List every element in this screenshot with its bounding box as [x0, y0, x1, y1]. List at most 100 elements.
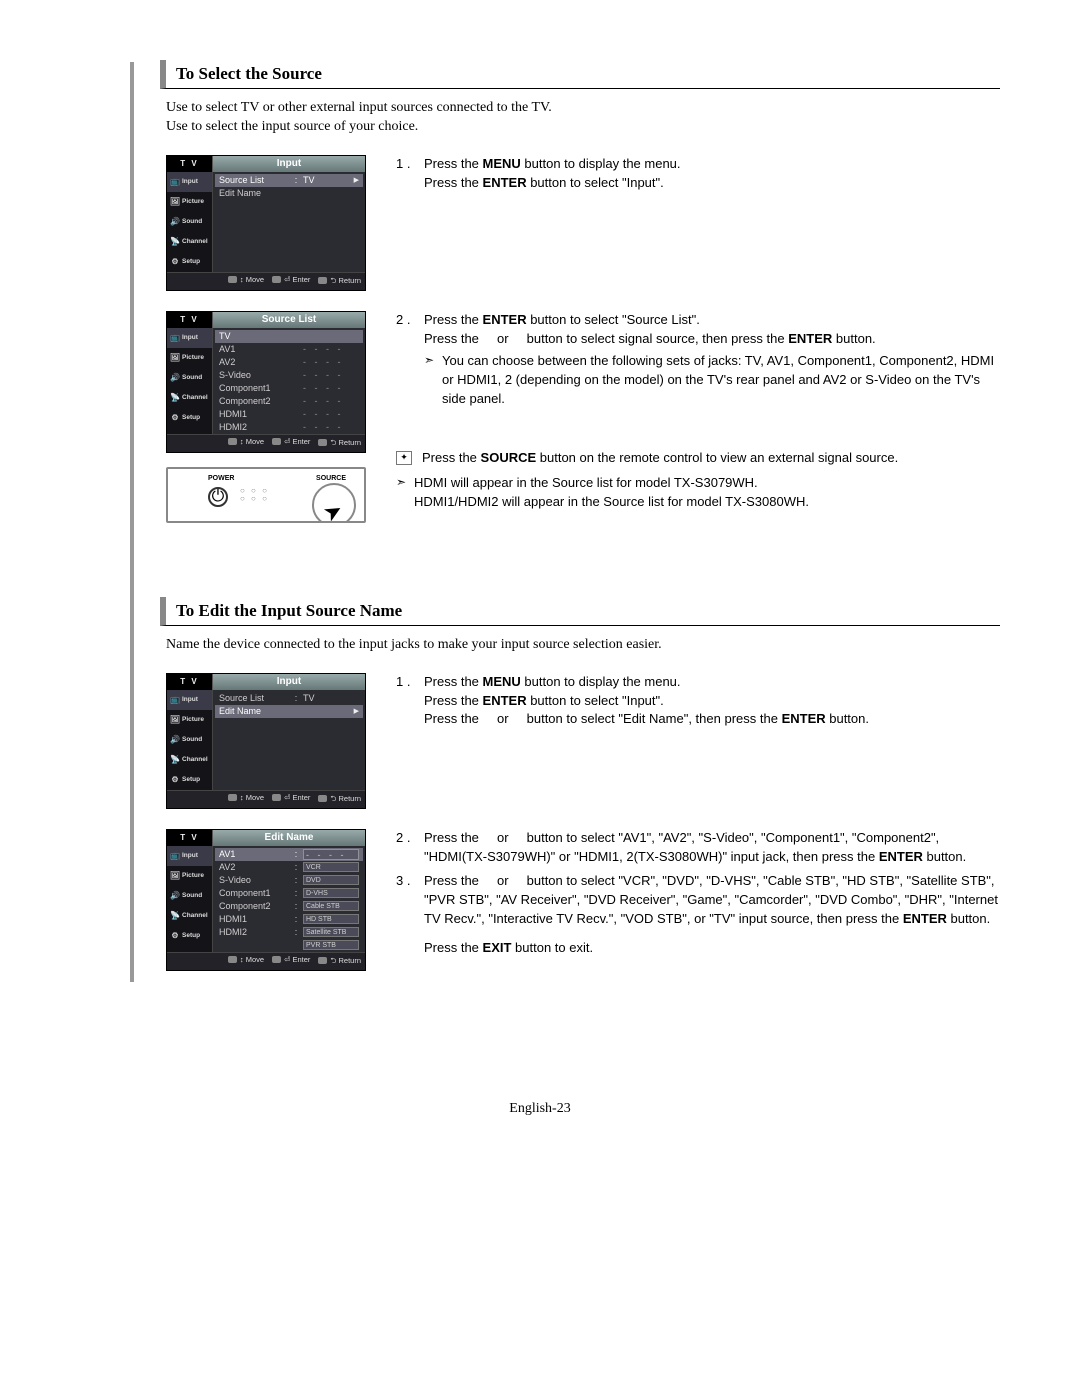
menu-icon: 🔊 [170, 373, 180, 383]
osd-side-item: 📡Channel [167, 906, 212, 926]
osd-main: Source List:TVEdit Name▶ [213, 690, 365, 790]
osd-row: S-Video- - - - [215, 369, 363, 382]
osd-label: AV2 [219, 862, 289, 872]
osd-hint: ⏎ Enter [272, 437, 310, 450]
t: button. [947, 911, 990, 926]
osd-hint: ⮌ Return [318, 275, 361, 288]
t: or [493, 873, 512, 888]
osd-sidebar: 📺Input🖼Picture🔊Sound📡Channel⚙Setup [167, 690, 213, 790]
t: Press the [424, 873, 483, 888]
t: ENTER [483, 312, 527, 327]
osd-side-label: Picture [182, 716, 204, 723]
t: ENTER [788, 331, 832, 346]
osd-option: Satellite STB [303, 927, 359, 937]
note-marker-icon: ➣ [396, 474, 414, 512]
menu-icon: 🔊 [170, 735, 180, 745]
osd-side-item: 📡Channel [167, 388, 212, 408]
osd-value: - - - - [303, 849, 359, 860]
osd-label: Component1 [219, 383, 289, 393]
step-number: 2 . [396, 311, 424, 415]
t: button on the remote control to view an … [536, 450, 898, 465]
t: button. [923, 849, 966, 864]
osd-row: Component1- - - - [215, 382, 363, 395]
osd-row: AV2:VCR [215, 861, 363, 874]
osd-hint: ↕ Move [228, 275, 264, 288]
osd-hint: ⮌ Return [318, 955, 361, 968]
t: Press the [424, 674, 483, 689]
osd-side-item: 🖼Picture [167, 192, 212, 212]
osd-row: Component2- - - - [215, 395, 363, 408]
osd-side-item: 📺Input [167, 172, 212, 192]
menu-icon: 🔊 [170, 217, 180, 227]
menu-icon: 📺 [170, 333, 180, 343]
osd-side-item: 🔊Sound [167, 212, 212, 232]
step-body: Press the or button to select "VCR", "DV… [424, 872, 1000, 957]
osd-row: Source List:TV [215, 692, 363, 705]
menu-icon: 📡 [170, 755, 180, 765]
osd-side-item: 📺Input [167, 690, 212, 710]
osd-title: Input [213, 156, 365, 172]
t: button to exit. [511, 940, 593, 955]
menu-icon: 📡 [170, 911, 180, 921]
osd-side-item: 🖼Picture [167, 710, 212, 730]
osd-side-label: Sound [182, 736, 202, 743]
osd-label: HDMI2 [219, 422, 289, 432]
osd-sep: : [293, 927, 299, 937]
menu-icon: ⚙ [170, 775, 180, 785]
step-body: Press the MENU button to display the men… [424, 673, 1000, 730]
power-icon: ⏻ [208, 487, 228, 507]
menu-icon: 🔊 [170, 891, 180, 901]
step-body: Press the ENTER button to select "Source… [424, 311, 1000, 415]
osd-hint: ⏎ Enter [272, 955, 310, 968]
osd-label: HDMI1 [219, 409, 289, 419]
section-heading: To Edit the Input Source Name [160, 597, 1000, 626]
osd-label: S-Video [219, 370, 289, 380]
t: Press the [424, 940, 483, 955]
remote-power-label: POWER [208, 475, 234, 482]
osd-hint: ⏎ Enter [272, 275, 310, 288]
t: Press the [424, 693, 483, 708]
t: Press the [424, 312, 483, 327]
osd-sidebar: 📺Input🖼Picture🔊Sound📡Channel⚙Setup [167, 172, 213, 272]
osd-side-item: ⚙Setup [167, 926, 212, 946]
t: HDMI1/HDMI2 will appear in the Source li… [414, 494, 809, 509]
t: or [493, 830, 512, 845]
t: Press the [424, 156, 483, 171]
osd-screen-source-list: T V Source List 📺Input🖼Picture🔊Sound📡Cha… [166, 311, 366, 453]
t: button to display the menu. [521, 674, 681, 689]
t: button to select "Source List". [527, 312, 700, 327]
osd-row: Component1:D-VHS [215, 887, 363, 900]
osd-side-item: 📺Input [167, 846, 212, 866]
osd-label: HDMI1 [219, 914, 289, 924]
osd-row: S-Video:DVD [215, 874, 363, 887]
osd-row: TV [215, 330, 363, 343]
osd-hint: ↕ Move [228, 793, 264, 806]
osd-sidebar: 📺Input🖼Picture🔊Sound📡Channel⚙Setup [167, 846, 213, 952]
caret-icon: ▶ [354, 707, 359, 715]
page-number: English-23 [0, 1101, 1080, 1117]
osd-sep: : [293, 693, 299, 703]
osd-option: HD STB [303, 914, 359, 924]
led-dots: ○ ○ ○○ ○ ○ [240, 487, 269, 503]
t: button to select "Input". [527, 693, 664, 708]
osd-sidebar: 📺Input🖼Picture🔊Sound📡Channel⚙Setup [167, 328, 213, 434]
osd-screen-input: T V Input 📺Input🖼Picture🔊Sound📡Channel⚙S… [166, 155, 366, 291]
osd-side-item: 🔊Sound [167, 730, 212, 750]
osd-side-label: Input [182, 178, 198, 185]
osd-value: - - - - [303, 344, 359, 354]
osd-screen-edit-name: T V Edit Name 📺Input🖼Picture🔊Sound📡Chann… [166, 829, 366, 971]
osd-side-item: 🖼Picture [167, 348, 212, 368]
intro-line: Use to select TV or other external input… [166, 99, 1000, 118]
osd-side-label: Setup [182, 258, 200, 265]
menu-icon: 🖼 [170, 871, 180, 881]
menu-icon: 🖼 [170, 197, 180, 207]
menu-icon: 📺 [170, 177, 180, 187]
t: SOURCE [481, 450, 537, 465]
osd-option: PVR STB [303, 940, 359, 950]
osd-label: Component2 [219, 396, 289, 406]
osd-side-label: Channel [182, 238, 208, 245]
osd-side-label: Channel [182, 394, 208, 401]
osd-value: - - - - [303, 357, 359, 367]
section-intro: Use to select TV or other external input… [166, 99, 1000, 137]
osd-side-label: Sound [182, 218, 202, 225]
